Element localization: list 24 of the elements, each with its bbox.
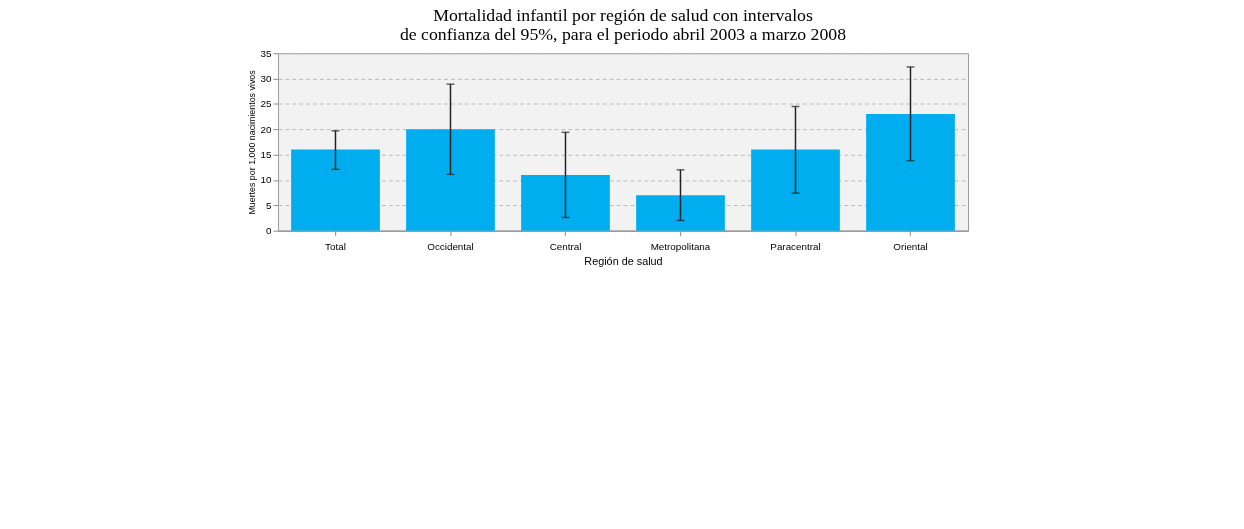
- x-tick-label: Metropolitana: [650, 240, 711, 252]
- x-tick-label: Total: [325, 240, 346, 252]
- bar: [406, 129, 495, 231]
- x-tick-label: Paracentral: [770, 240, 821, 252]
- text: de confianza del 95%, para el periodo abril 2003 a marzo 2008: [399, 24, 847, 45]
- x-tick-label: Oriental: [893, 240, 928, 252]
- x-tick-label: Occidental: [427, 240, 474, 252]
- bar: [636, 195, 725, 231]
- bar: [291, 149, 380, 231]
- x-axis-title: Región de salud: [584, 254, 663, 267]
- y-tick-label: 25: [260, 98, 273, 110]
- y-tick-label: 10: [260, 174, 273, 186]
- text: Mortalidad infantil por región de salud con intervalos: [433, 4, 813, 25]
- bar: [866, 114, 955, 231]
- y-axis-title: Muertes por 1,000 nacimientos vivos: [246, 69, 257, 215]
- y-tick-label: 35: [260, 47, 273, 59]
- bar: [521, 174, 610, 231]
- y-tick-label: 20: [260, 123, 273, 135]
- bar: [751, 149, 840, 231]
- y-tick-label: 5: [266, 199, 273, 211]
- y-tick-label: 15: [260, 149, 273, 161]
- y-tick-label: 0: [266, 225, 273, 237]
- x-tick-label: Central: [549, 240, 582, 252]
- y-tick-label: 30: [260, 73, 273, 85]
